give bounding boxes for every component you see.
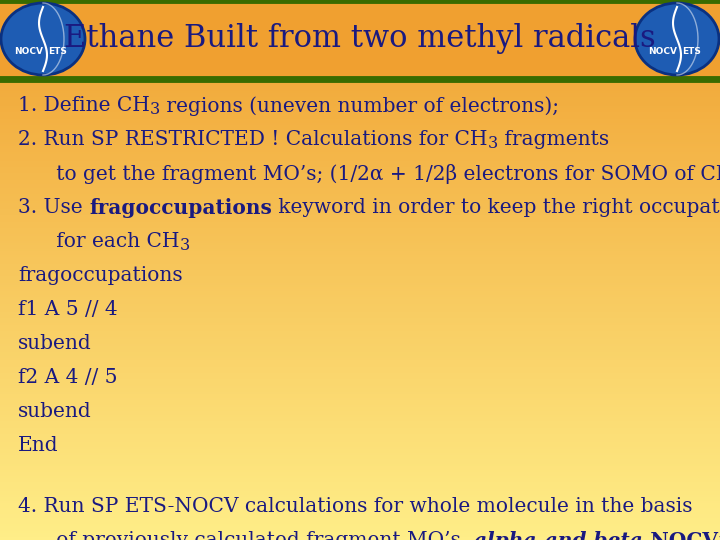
Text: 3: 3 bbox=[179, 237, 190, 254]
Text: NOCV: NOCV bbox=[14, 47, 42, 56]
Text: fragoccupations: fragoccupations bbox=[89, 198, 272, 218]
Text: f2 A 4 // 5: f2 A 4 // 5 bbox=[18, 368, 117, 387]
Text: fragoccupations: fragoccupations bbox=[18, 266, 183, 285]
Text: for each CH: for each CH bbox=[18, 232, 179, 251]
Text: f1 A 5 // 4: f1 A 5 // 4 bbox=[18, 300, 117, 319]
Text: Ethane Built from two methyl radicals: Ethane Built from two methyl radicals bbox=[64, 24, 656, 55]
Text: alpha-and beta: alpha-and beta bbox=[474, 531, 642, 540]
Text: -NOCV’s: -NOCV’s bbox=[642, 531, 720, 540]
Text: of previously calculated fragment MO’s -: of previously calculated fragment MO’s - bbox=[18, 531, 474, 540]
Text: regions (uneven number of electrons);: regions (uneven number of electrons); bbox=[160, 96, 559, 116]
Text: End: End bbox=[18, 436, 58, 455]
Text: 1. Define CH: 1. Define CH bbox=[18, 96, 150, 115]
Text: fragments: fragments bbox=[498, 130, 609, 149]
Text: subend: subend bbox=[18, 334, 91, 353]
Text: ETS: ETS bbox=[683, 47, 701, 56]
Text: ETS: ETS bbox=[48, 47, 67, 56]
Text: to get the fragment MO’s; (1/2α + 1/2β electrons for SOMO of CH: to get the fragment MO’s; (1/2α + 1/2β e… bbox=[18, 164, 720, 184]
Text: 3: 3 bbox=[150, 101, 160, 118]
Bar bbox=[0, 0, 720, 78]
Ellipse shape bbox=[635, 3, 719, 75]
Text: 4. Run SP ETS-NOCV calculations for whole molecule in the basis: 4. Run SP ETS-NOCV calculations for whol… bbox=[18, 497, 693, 516]
Text: NOCV: NOCV bbox=[648, 47, 677, 56]
Text: subend: subend bbox=[18, 402, 91, 421]
Text: 2. Run SP RESTRICTED ! Calculations for CH: 2. Run SP RESTRICTED ! Calculations for … bbox=[18, 130, 487, 149]
Text: 3. Use: 3. Use bbox=[18, 198, 89, 217]
Text: keyword in order to keep the right occupations: keyword in order to keep the right occup… bbox=[272, 198, 720, 217]
Ellipse shape bbox=[1, 3, 85, 75]
Text: 3: 3 bbox=[487, 135, 498, 152]
